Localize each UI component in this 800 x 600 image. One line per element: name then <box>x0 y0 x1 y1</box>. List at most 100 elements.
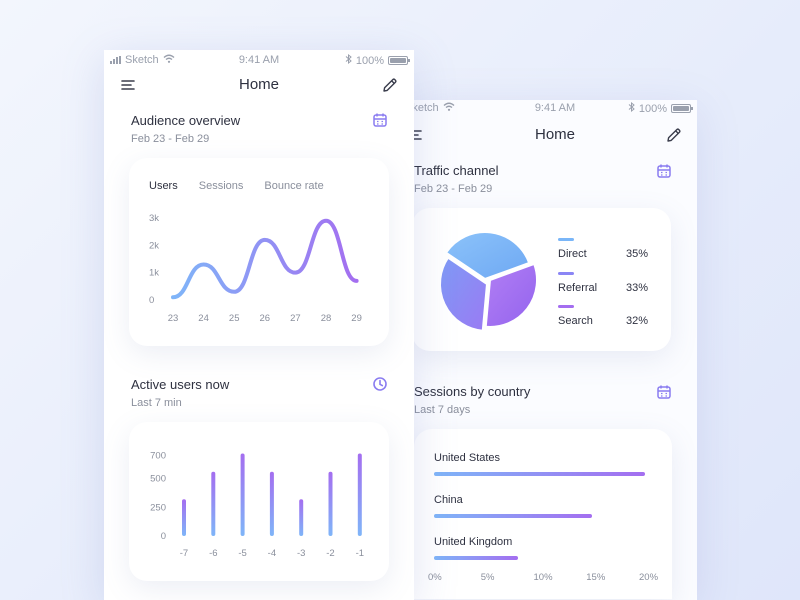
status-bar: Sketch 9:41 AM 100% <box>104 52 414 68</box>
y-tick-label: 250 <box>150 502 166 513</box>
legend-label-search: Search <box>558 315 593 327</box>
country-bar-china <box>434 514 593 518</box>
bluetooth-icon <box>345 53 352 67</box>
x-tick-label: 23 <box>168 313 179 324</box>
pie-slice-search <box>484 262 538 328</box>
x-tick-label: 25 <box>229 313 240 324</box>
country-label-china: China <box>434 494 463 506</box>
sessions-by-country-title: Sessions by country <box>414 384 531 399</box>
traffic-channel-card: Direct 35% Referral 33% Search 32% <box>413 208 671 351</box>
audience-tabs: Users Sessions Bounce rate <box>149 180 324 192</box>
audience-chart-card: Users Sessions Bounce rate 0 1k 2k 3k 23 24 25… <box>129 158 389 346</box>
x-tick-label: 0% <box>428 572 442 583</box>
legend-label-direct: Direct <box>558 248 587 260</box>
legend-label-referral: Referral <box>558 282 598 294</box>
front-phone-screen: Sketch 9:41 AM 100% Home Audience overvi… <box>104 50 414 600</box>
active-users-title: Active users now <box>131 377 230 392</box>
users-series-line <box>171 218 359 300</box>
tab-users[interactable]: Users <box>149 180 178 192</box>
active-users-bar <box>269 471 274 536</box>
active-users-bar-chart: 0 250 500 700 -7 -6 -5 -4 -3 -2 -1 <box>150 451 364 559</box>
clock-icon[interactable] <box>372 376 390 394</box>
legend-swatch-referral <box>558 272 574 275</box>
legend-value-referral: 33% <box>626 282 649 294</box>
pencil-edit-icon[interactable] <box>381 76 399 94</box>
x-tick-label: -7 <box>180 548 188 559</box>
x-tick-label: 5% <box>480 572 495 583</box>
battery-percent: 100% <box>355 54 384 67</box>
y-tick-label: 0 <box>149 295 154 306</box>
battery-percent: 100% <box>638 102 667 115</box>
battery-icon <box>671 104 693 113</box>
legend-search: Search 32% <box>558 305 658 331</box>
pie-slice-direct <box>444 231 531 281</box>
traffic-channel-date: Feb 23 - Feb 29 <box>414 183 493 195</box>
y-tick-label: 3k <box>149 213 159 224</box>
battery-icon <box>388 56 410 65</box>
status-time: 9:41 AM <box>534 102 576 114</box>
traffic-channel-title: Traffic channel <box>414 163 499 178</box>
active-users-bar <box>211 471 216 536</box>
legend-value-direct: 35% <box>626 248 649 260</box>
x-tick-label: 26 <box>260 313 271 324</box>
calendar-icon[interactable] <box>656 163 674 181</box>
y-tick-label: 700 <box>150 451 166 462</box>
sessions-by-country-period: Last 7 days <box>414 404 471 416</box>
country-bar-united-kingdom <box>434 556 519 560</box>
x-tick-label: 29 <box>351 313 362 324</box>
x-tick-label: -3 <box>297 548 305 559</box>
y-tick-label: 0 <box>161 531 166 542</box>
x-tick-label: -2 <box>326 548 334 559</box>
x-tick-label: -4 <box>268 548 276 559</box>
wifi-icon <box>443 102 455 114</box>
pencil-edit-icon[interactable] <box>665 126 683 144</box>
page-title: Home <box>238 76 279 93</box>
audience-overview-date: Feb 23 - Feb 29 <box>131 133 210 145</box>
active-users-chart-card: 0 250 500 700 -7 -6 -5 -4 -3 -2 -1 <box>129 422 389 581</box>
legend-swatch-direct <box>558 238 574 241</box>
y-tick-label: 2k <box>149 240 159 251</box>
calendar-icon[interactable] <box>372 112 390 130</box>
active-users-bar <box>240 453 245 536</box>
active-users-bar <box>299 499 304 536</box>
country-bar-united-states <box>434 472 645 476</box>
tab-sessions[interactable]: Sessions <box>198 180 244 192</box>
status-time: 9:41 AM <box>238 54 280 66</box>
signal-icon <box>110 56 121 64</box>
traffic-pie-chart <box>439 231 538 332</box>
hamburger-menu-icon[interactable] <box>120 76 138 94</box>
active-users-bar <box>182 499 186 536</box>
carrier-label: Sketch <box>413 102 439 114</box>
x-tick-label: 10% <box>533 572 553 583</box>
x-tick-label: 15% <box>586 572 606 583</box>
page-title: Home <box>534 126 575 143</box>
x-tick-label: 27 <box>290 313 301 324</box>
carrier-label: Sketch <box>125 54 159 66</box>
legend-value-search: 32% <box>626 315 649 327</box>
country-label-united-kingdom: United Kingdom <box>434 536 513 548</box>
wifi-icon <box>163 54 175 66</box>
x-tick-label: -6 <box>209 548 217 559</box>
bluetooth-icon <box>628 101 635 115</box>
y-tick-label: 1k <box>149 268 159 279</box>
x-tick-label: -1 <box>356 548 364 559</box>
active-users-bar <box>328 471 333 536</box>
back-phone-screen: Sketch 9:41 AM 100% Home Traffic channel… <box>413 100 697 600</box>
sessions-by-country-card: United States China United Kingdom 0% 5% 1… <box>414 429 672 599</box>
legend-direct: Direct 35% <box>558 238 658 264</box>
x-tick-label: 28 <box>321 313 332 324</box>
country-label-united-states: United States <box>434 452 501 464</box>
legend-referral: Referral 33% <box>558 272 658 298</box>
legend-swatch-search <box>558 305 574 308</box>
status-bar: Sketch 9:41 AM 100% <box>413 100 697 116</box>
audience-overview-title: Audience overview <box>131 113 241 128</box>
calendar-icon[interactable] <box>656 384 674 402</box>
pie-slice-referral <box>439 256 489 332</box>
x-tick-label: -5 <box>238 548 246 559</box>
y-tick-label: 500 <box>150 474 166 485</box>
x-tick-label: 24 <box>198 313 209 324</box>
x-tick-label: 20% <box>639 572 659 583</box>
active-users-period: Last 7 min <box>131 397 182 409</box>
active-users-bar <box>357 453 362 536</box>
tab-bounce-rate[interactable]: Bounce rate <box>264 180 324 192</box>
